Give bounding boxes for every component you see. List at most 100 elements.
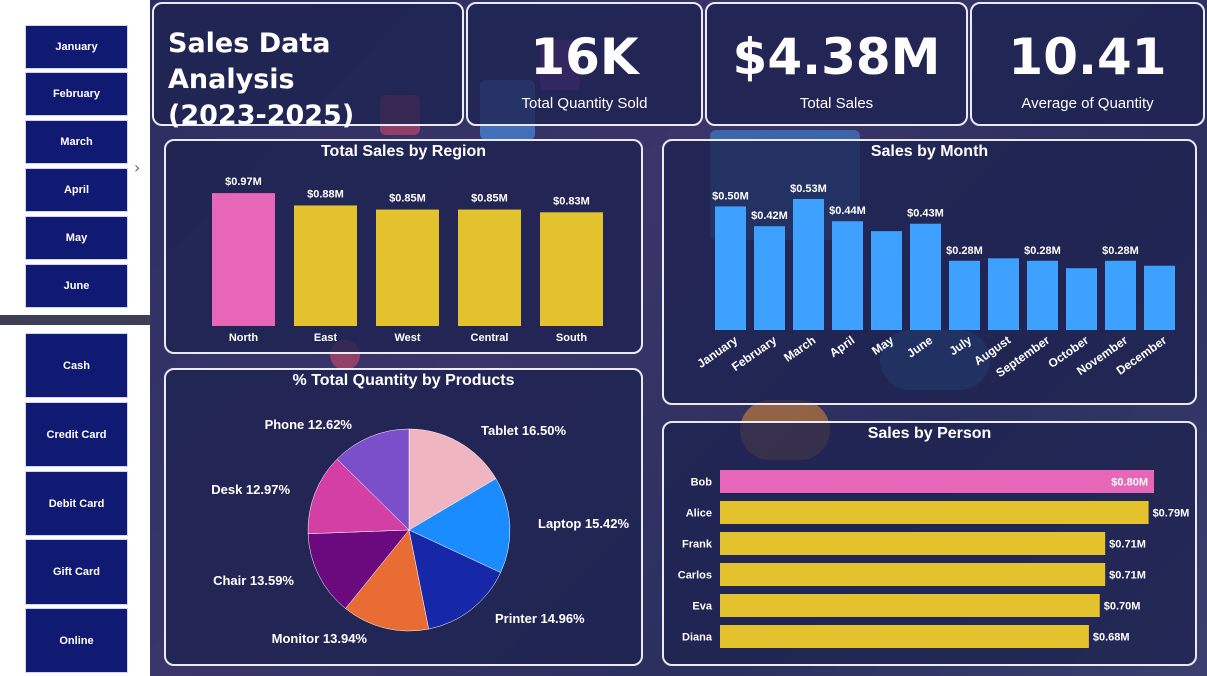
bar: [1144, 265, 1175, 330]
month-chart-card: Sales by Month $0.50M January $0.42M Februa…: [662, 139, 1197, 405]
page-title-line1: Sales Data Analysis: [168, 28, 331, 95]
chart-title: Total Sales by Region: [320, 143, 487, 160]
chevron-right-icon[interactable]: ›: [134, 158, 141, 177]
bar: [715, 206, 746, 330]
month-button-june[interactable]: June: [25, 264, 128, 308]
pie-slice: [408, 428, 497, 531]
bar: [832, 221, 863, 330]
person-chart-card: Sales by Person Bob $0.80M Alice $0.79M Fran…: [662, 421, 1197, 666]
data-label: $0.88M: [307, 188, 344, 200]
bar: [910, 223, 941, 330]
data-label: $0.85M: [389, 193, 426, 205]
bar: [1027, 260, 1058, 330]
title-card: Sales Data Analysis (2023-2025): [152, 2, 464, 131]
x-tick-label: North: [229, 332, 259, 344]
bar: [720, 501, 1149, 524]
x-tick-label: West: [394, 332, 420, 344]
payment-slicer: Cash Credit Card Debit Card Gift Card On…: [0, 325, 150, 676]
y-tick-label: Frank: [682, 539, 713, 551]
slice-label: Tablet 16.50%: [481, 423, 566, 438]
data-label: $0.50M: [712, 190, 749, 202]
data-label: $0.70M: [1104, 601, 1141, 613]
pie-slice: [336, 428, 410, 531]
y-tick-label: Bob: [691, 477, 713, 489]
data-label: $0.71M: [1109, 570, 1146, 582]
x-tick-label: South: [556, 332, 587, 344]
y-tick-label: Carlos: [678, 570, 712, 582]
data-label: $0.28M: [1102, 245, 1139, 257]
slice-label: Monitor 13.94%: [272, 631, 368, 646]
kpi-label: Average of Quantity: [1021, 95, 1154, 112]
kpi-value: 10.41: [1008, 28, 1167, 86]
kpi-card-avg-quantity: 10.41 Average of Quantity: [970, 2, 1205, 126]
month-button-january[interactable]: January: [25, 25, 128, 69]
month-button-april[interactable]: April: [25, 168, 128, 212]
chart-title: Sales by Person: [867, 425, 992, 442]
data-label: $0.42M: [751, 210, 788, 222]
bar: [793, 199, 824, 330]
y-tick-label: Eva: [692, 601, 712, 613]
data-label: $0.68M: [1093, 632, 1130, 644]
kpi-card-sales: $4.38M Total Sales: [705, 2, 968, 126]
slicer-divider: [0, 315, 150, 325]
bar: [1105, 260, 1136, 330]
x-tick-label: Central: [471, 332, 509, 344]
month-button-march[interactable]: March: [25, 120, 128, 164]
x-tick-label: July: [947, 333, 975, 358]
pie-slice: [345, 529, 429, 632]
page-title: Sales Data Analysis (2023-2025): [168, 26, 462, 134]
region-bar-chart: $0.97M North $0.88M East $0.85M West $0.85M Cen…: [212, 176, 603, 344]
month-button-may[interactable]: May: [25, 216, 128, 260]
chart-title: % Total Quantity by Products: [292, 372, 515, 389]
slice-label: Chair 13.59%: [213, 573, 294, 588]
slice-label: Laptop 15.42%: [538, 516, 629, 531]
kpi-label: Total Quantity Sold: [521, 95, 648, 112]
kpi-value: $4.38M: [732, 28, 941, 86]
data-label: $0.71M: [1109, 539, 1146, 551]
payment-button-online[interactable]: Online: [25, 608, 128, 673]
month-bar-chart: $0.50MJanuary$0.42MFebruary$0.53MMarch$0…: [694, 183, 1175, 380]
payment-button-credit-card[interactable]: Credit Card: [25, 402, 128, 467]
bar: [540, 212, 603, 326]
bar: [1066, 268, 1097, 330]
payment-button-gift-card[interactable]: Gift Card: [25, 539, 128, 605]
bar: [720, 625, 1089, 648]
payment-button-cash[interactable]: Cash: [25, 333, 128, 398]
x-tick-label: East: [314, 332, 338, 344]
data-label: $0.53M: [790, 183, 827, 195]
data-label: $0.28M: [1024, 245, 1061, 257]
bar: [871, 231, 902, 330]
pie-slice: [408, 529, 501, 630]
bar: [949, 260, 980, 330]
slice-label: Desk 12.97%: [211, 482, 290, 497]
kpi-card-quantity: 16K Total Quantity Sold: [466, 2, 703, 126]
x-tick-label: June: [904, 333, 935, 361]
kpi-value: 16K: [530, 28, 639, 86]
product-pie-card: % Total Quantity by Products Tablet 16.5…: [164, 368, 643, 666]
page-title-line2: (2023-2025): [168, 100, 355, 131]
month-button-february[interactable]: February: [25, 72, 128, 116]
pie-slice: [307, 529, 410, 609]
x-tick-label: February: [729, 333, 779, 374]
bar: [294, 205, 357, 326]
data-label: $0.28M: [946, 245, 983, 257]
data-label: $0.80M: [1111, 477, 1148, 489]
y-tick-label: Alice: [686, 508, 712, 520]
bar: [376, 209, 439, 326]
pie-slice: [307, 458, 410, 535]
data-label: $0.83M: [553, 195, 590, 207]
bar: [720, 470, 1154, 493]
bar: [212, 193, 275, 326]
payment-button-debit-card[interactable]: Debit Card: [25, 471, 128, 536]
x-tick-label: April: [827, 333, 857, 360]
slice-label: Phone 12.62%: [265, 417, 353, 432]
data-label: $0.97M: [225, 176, 262, 188]
bar: [720, 532, 1106, 555]
data-label: $0.85M: [471, 193, 508, 205]
bar: [754, 226, 785, 330]
month-slicer: January February March April May June: [0, 0, 150, 315]
bar: [720, 594, 1100, 617]
kpi-label: Total Sales: [799, 95, 874, 112]
region-chart-card: Total Sales by Region $0.97M North $0.88M E…: [164, 139, 643, 354]
bar: [988, 258, 1019, 330]
